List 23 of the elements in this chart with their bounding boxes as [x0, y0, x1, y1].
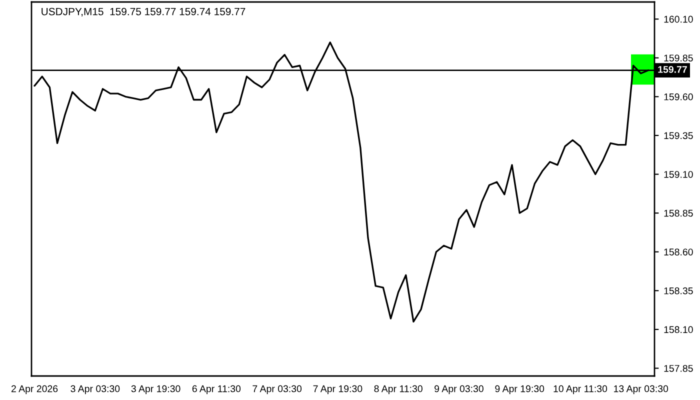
x-tick-label: 2 Apr 2026 [12, 385, 58, 394]
y-tick-label: 159.35 [664, 132, 693, 140]
x-tick-label: 7 Apr 19:30 [313, 385, 362, 394]
x-tick-label: 8 Apr 11:30 [374, 385, 422, 394]
y-tick-label: 158.60 [664, 248, 693, 256]
x-tick-label: 3 Apr 03:30 [70, 385, 120, 394]
y-tick-label: 159.85 [664, 54, 693, 62]
x-tick-label: 10 Apr 11:30 [554, 385, 608, 394]
x-tick-label: 13 Apr 03:30 [614, 385, 668, 394]
y-tick-label: 158.35 [664, 287, 693, 294]
y-tick-label: 157.85 [664, 364, 693, 372]
x-tick-label: 9 Apr 19:30 [495, 385, 544, 394]
y-tick-label: 158.10 [664, 326, 693, 334]
x-tick-label: 9 Apr 03:30 [434, 385, 484, 394]
y-tick-label: 159.60 [664, 93, 693, 100]
x-tick-label: 3 Apr 19:30 [131, 385, 180, 394]
ref-line-label: 159.77 [658, 66, 687, 73]
y-tick-label: 158.85 [664, 210, 693, 217]
x-tick-label: 6 Apr 11:30 [192, 385, 241, 394]
y-tick-label: 159.10 [664, 170, 693, 178]
chart-title: USDJPY,M15 159.75 159.77 159.74 159.77 [42, 8, 246, 16]
x-tick-label: 7 Apr 03:30 [252, 385, 302, 394]
y-tick-label: 160.10 [664, 16, 693, 23]
